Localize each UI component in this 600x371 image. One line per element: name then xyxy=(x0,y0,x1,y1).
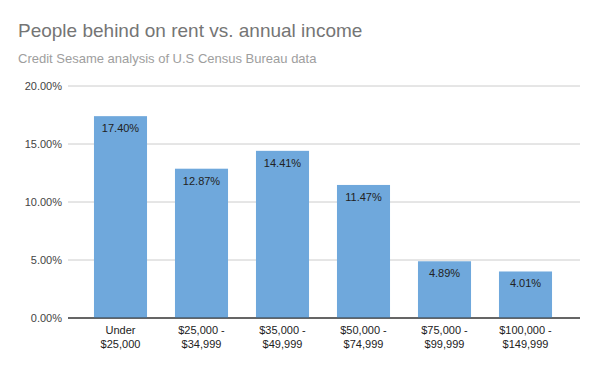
chart-container: People behind on rent vs. annual income C… xyxy=(0,0,600,371)
grid-line xyxy=(68,318,580,319)
bar xyxy=(499,271,552,318)
bar xyxy=(337,185,390,318)
x-tick-label: $50,000 -$74,999 xyxy=(340,324,387,350)
subtitle: Credit Sesame analysis of U.S Census Bur… xyxy=(18,51,317,66)
x-tick-label: Under$25,000 xyxy=(101,324,141,350)
bar xyxy=(418,261,471,318)
bars xyxy=(94,116,552,318)
data-label: 17.40% xyxy=(102,122,140,134)
y-tick-label: 20.00% xyxy=(25,80,63,92)
x-tick-label: $35,000 -$49,999 xyxy=(259,324,306,350)
data-label: 14.41% xyxy=(264,157,302,169)
y-tick-label: 0.00% xyxy=(31,312,62,324)
bar xyxy=(256,151,309,318)
labels: 17.40% 12.87% 14.41% 11.47% 4.89% 4.01% xyxy=(102,122,541,289)
data-label: 4.01% xyxy=(510,277,541,289)
chart: People behind on rent vs. annual income C… xyxy=(0,0,600,371)
bar xyxy=(94,116,147,318)
grid-line xyxy=(68,86,580,87)
y-tick-label: 15.00% xyxy=(25,138,63,150)
x-axis-line xyxy=(68,318,580,319)
y-tick-label: 5.00% xyxy=(31,254,62,266)
title: People behind on rent vs. annual income xyxy=(18,20,362,41)
data-label: 11.47% xyxy=(345,191,382,203)
x-tick-label: $25,000 -$34,999 xyxy=(178,324,225,350)
grid xyxy=(68,86,580,318)
data-label: 4.89% xyxy=(429,267,460,279)
y-tick-label: 10.00% xyxy=(25,196,63,208)
data-label: 12.87% xyxy=(183,175,221,187)
background xyxy=(0,0,600,371)
x-tick-label: $100,000 -$149,999 xyxy=(499,324,552,350)
bar xyxy=(175,169,228,318)
x-tick-label: $75,000 -$99,999 xyxy=(421,324,468,350)
